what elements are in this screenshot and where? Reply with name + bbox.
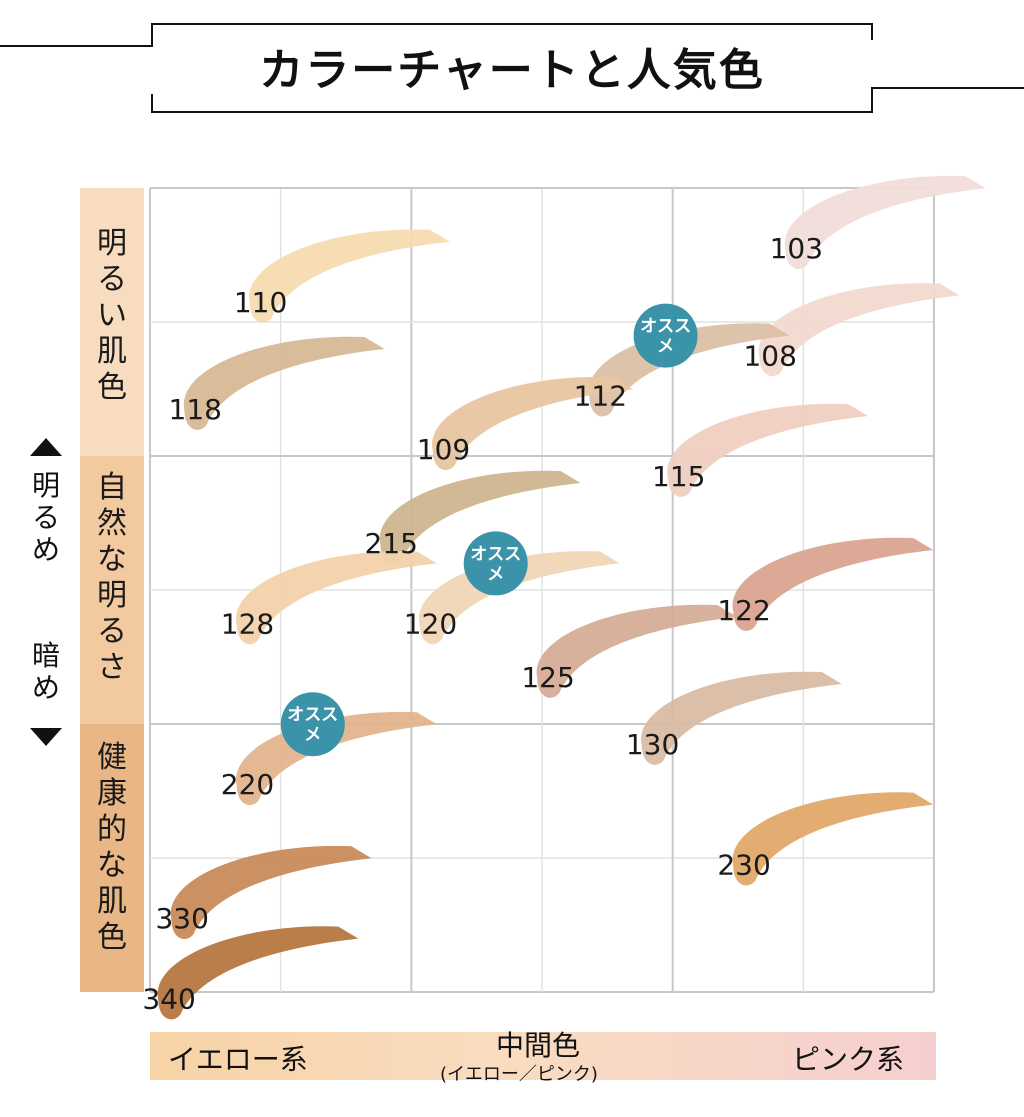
swatch-122 [732,537,934,631]
swatch-label-128: 128 [221,607,274,640]
row-label-char: な [97,542,127,577]
row-label-char: 的 [97,812,127,847]
swatch-label-115: 115 [652,460,705,493]
swatch-label-340: 340 [142,983,195,1016]
side-axis-char: 明 [31,469,60,502]
row-label-char: 肌 [97,884,127,919]
row-label-char: 肌 [97,334,127,369]
title-frame-lines [0,23,1024,113]
side-axis-char: め [31,533,60,566]
row-label-healthy: 健康的な肌色 [80,740,144,956]
row-band-bright [80,188,144,456]
row-label-char: 色 [97,370,127,405]
row-label-char: 明 [97,578,127,613]
swatch-130 [641,671,842,765]
recommend-badge-text: メ [487,564,504,584]
swatch-115 [667,403,868,497]
recommend-badge-text: メ [657,337,674,357]
row-label-char: 康 [97,776,127,811]
row-label-char: る [97,262,127,297]
x-axis-left-label: イエロー系 [168,1043,308,1076]
row-label-char: 色 [97,920,127,955]
swatch-110 [249,229,450,323]
row-band-natural [80,456,144,724]
page-title: カラーチャートと人気色 [259,45,765,96]
recommend-badge [463,531,528,596]
swatch-label-108: 108 [743,339,796,372]
row-label-char: 明 [97,226,127,261]
swatch-108 [758,283,960,377]
swatch-103 [784,175,986,270]
row-label-natural: 自然な明るさ [80,470,144,686]
side-axis-char: る [31,501,60,534]
recommend-badge [280,692,345,757]
swatch-230 [732,792,934,886]
swatch-label-215: 215 [365,527,418,560]
up-arrow-icon [30,438,62,456]
x-axis-right-label: ピンク系 [792,1043,905,1076]
down-arrow-icon [30,728,62,746]
side-axis-top: 明るめ [28,470,64,566]
swatch-340 [157,926,359,1020]
side-axis-char: 暗 [31,639,60,672]
swatch-118 [183,336,385,430]
swatch-128 [236,551,437,645]
row-label-bright: 明るい肌色 [80,226,144,406]
x-axis-center-sublabel: (イエロー／ピンク) [440,1064,598,1085]
swatch-label-120: 120 [404,607,457,640]
swatch-215 [379,470,581,564]
row-label-char: 然 [97,506,127,541]
side-axis-bottom: 暗め [28,640,64,704]
recommend-badge-text: オスス [640,317,691,337]
swatch-label-110: 110 [234,286,287,319]
swatch-label-125: 125 [521,661,574,694]
row-band-healthy [80,724,144,992]
row-label-char: さ [97,650,127,685]
row-label-char: い [97,298,127,333]
recommend-badge [633,303,698,368]
row-label-char: な [97,848,127,883]
swatch-label-122: 122 [717,594,770,627]
swatch-label-220: 220 [221,768,274,801]
swatch-109 [432,376,633,471]
recommend-badge-text: オスス [470,544,521,564]
row-label-char: 自 [97,470,127,505]
side-axis-char: め [31,671,60,704]
swatch-label-118: 118 [169,393,222,426]
swatch-330 [170,845,372,940]
swatch-125 [536,604,738,698]
x-axis-center-label: 中間色 [496,1029,581,1062]
row-label-char: 健 [97,740,127,775]
row-label-char: る [97,614,127,649]
x-axis-bar [150,1032,936,1080]
swatch-label-103: 103 [770,232,823,265]
swatch-label-130: 130 [626,728,679,761]
swatch-label-112: 112 [574,380,627,413]
recommend-badge-text: オスス [287,705,338,725]
swatch-label-109: 109 [417,433,470,466]
title-frame: カラーチャートと人気色 [0,0,1024,130]
swatch-label-330: 330 [155,902,208,935]
swatch-label-230: 230 [717,849,770,882]
recommend-badge-text: メ [304,725,321,745]
